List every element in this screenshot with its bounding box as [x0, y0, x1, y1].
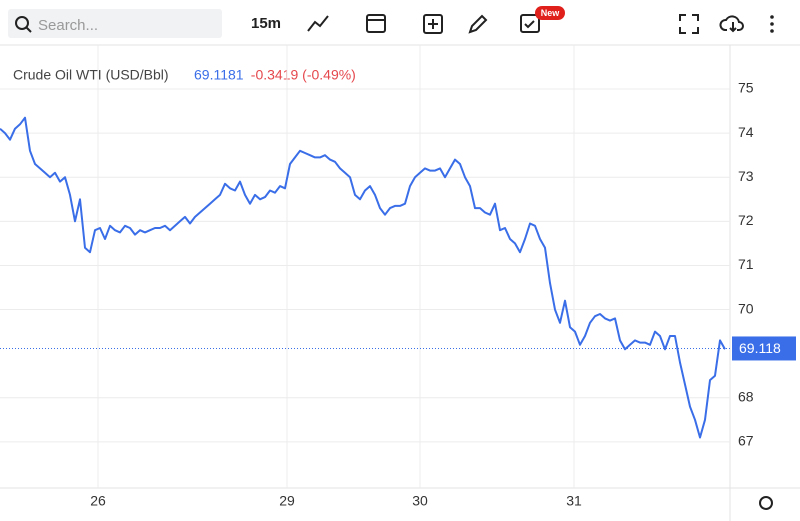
x-tick-label: 29 [279, 493, 295, 509]
add-icon[interactable] [423, 14, 443, 34]
y-tick-label: 75 [738, 80, 754, 96]
y-tick-label: 72 [738, 212, 754, 228]
y-tick-label: 71 [738, 256, 754, 272]
search-icon [25, 26, 32, 33]
add-icon [428, 19, 438, 29]
events-icon[interactable] [520, 14, 540, 33]
y-tick-label: 73 [738, 168, 754, 184]
chart-title: Crude Oil WTI (USD/Bbl) [13, 67, 169, 83]
y-tick-label: 68 [738, 388, 754, 404]
change-label: -0.3419 (-0.49%) [251, 67, 356, 83]
last-price-badge [732, 336, 796, 361]
x-tick-label: 30 [412, 493, 428, 509]
search-placeholder: Search... [38, 17, 98, 34]
search-box[interactable] [8, 9, 222, 38]
y-tick-label: 70 [738, 300, 754, 316]
menu-icon [770, 22, 774, 26]
x-tick-label: 26 [90, 493, 106, 509]
menu-icon [770, 29, 774, 33]
price-label: 69.1181 [194, 67, 244, 83]
y-tick-label: 74 [738, 124, 754, 140]
events-icon [524, 20, 535, 29]
new-badge [535, 6, 565, 20]
last-price-label: 69.118 [739, 340, 781, 356]
calendar-icon[interactable] [366, 14, 386, 33]
search-icon [15, 16, 29, 30]
new-badge-text: New [541, 8, 561, 18]
plot: 67 68 70 71 72 73 74 75 26 29 30 31 69.118 [0, 45, 796, 509]
chart-type-icon[interactable] [307, 15, 329, 32]
price-line [0, 116, 726, 439]
fullscreen-icon[interactable] [679, 14, 699, 34]
settings-icon[interactable] [759, 496, 773, 510]
menu-icon[interactable] [770, 15, 774, 19]
y-tick-label: 67 [738, 433, 754, 449]
x-tick-label: 31 [566, 493, 582, 509]
download-icon[interactable] [719, 15, 744, 33]
interval-button[interactable]: 15m [251, 15, 281, 32]
draw-icon[interactable] [468, 14, 488, 34]
